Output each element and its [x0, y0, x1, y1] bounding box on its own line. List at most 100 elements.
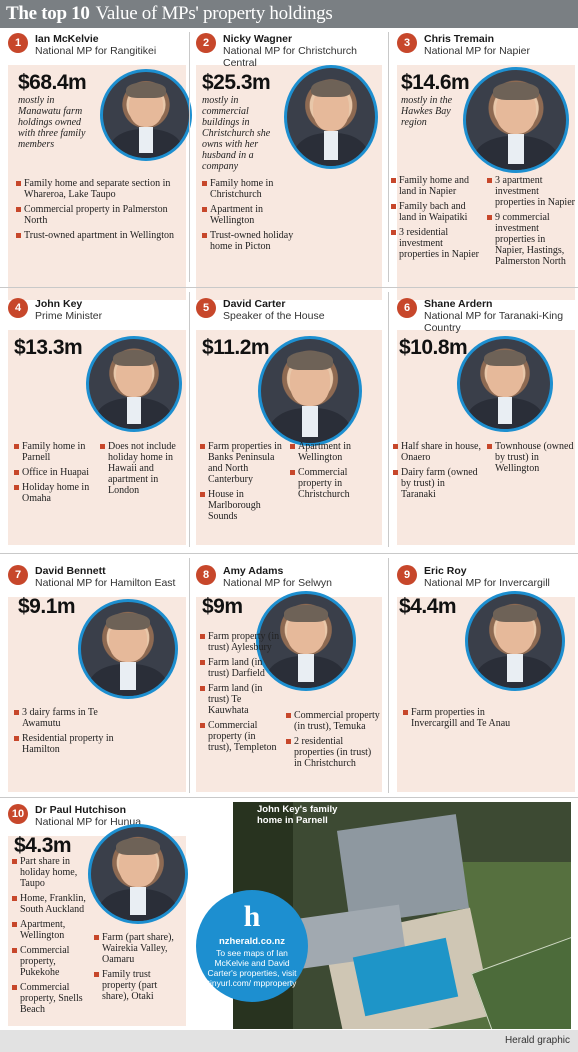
property-item: Family home and separate section in Whar…	[16, 178, 186, 200]
property-item: Farm (part share), Wairekia Valley, Oama…	[94, 932, 186, 965]
mp-role: National MP for Christchurch Central	[223, 45, 358, 69]
property-list: Family home and separate section in Whar…	[16, 178, 186, 245]
property-list: Commercial property (in trust), Temuka 2 …	[286, 710, 381, 773]
card-header: 9 Eric Roy National MP for Invercargill	[397, 565, 572, 589]
holding-value: $9m	[202, 595, 243, 618]
property-item: Residential property in Hamilton	[14, 733, 124, 755]
property-item: Apartment in Wellington	[290, 441, 380, 463]
mp-identity: David Bennett National MP for Hamilton Ea…	[35, 565, 183, 589]
property-list: Farm properties in Invercargill and Te A…	[403, 707, 523, 733]
property-item: Townhouse (owned by trust) in Wellington	[487, 441, 575, 474]
promo-message: To see maps of Ian McKelvie and David Ca…	[207, 948, 297, 988]
holding-value: $68.4m	[18, 71, 87, 94]
nzherald-promo[interactable]: h nzherald.co.nz To see maps of Ian McKe…	[196, 890, 308, 1002]
property-item: Commercial property, Snells Beach	[12, 982, 94, 1015]
property-item: Farm land (in trust) Te Kauwhata	[200, 683, 280, 716]
mp-identity: Chris Tremain National MP for Napier	[424, 33, 572, 57]
property-item: Commercial property (in trust), Temuka	[286, 710, 381, 732]
holding-value: $4.4m	[399, 595, 457, 618]
title-bold: The top 10	[6, 3, 90, 24]
mp-name: Nicky Wagner	[223, 33, 293, 45]
divider	[189, 292, 190, 547]
property-list: Farm (part share), Wairekia Valley, Oama…	[94, 932, 186, 1006]
mp-portrait	[78, 599, 178, 699]
property-item: 2 residential properties (in trust) in C…	[286, 736, 381, 769]
card-header: 1 Ian McKelvie National MP for Rangitikei	[8, 33, 183, 57]
mp-role: Prime Minister	[35, 310, 103, 322]
mp-role: National MP for Hamilton East	[35, 577, 176, 589]
mp-role: National MP for Napier	[424, 45, 531, 57]
mp-name: Dr Paul Hutchison	[35, 804, 127, 816]
property-item: Farm properties in Invercargill and Te A…	[403, 707, 523, 729]
property-item: 3 residential investment properties in N…	[391, 227, 481, 260]
holding-value: $25.3m	[202, 71, 271, 94]
mp-role: Speaker of the House	[223, 310, 325, 322]
mp-name: Shane Ardern	[424, 298, 493, 310]
mp-name: Amy Adams	[223, 565, 284, 577]
title-text: Value of MPs' property holdings	[95, 3, 333, 24]
property-list: Family home and land in Napier Family bac…	[391, 175, 481, 264]
property-item: Commercial property (in trust), Templeto…	[200, 720, 280, 753]
holding-description: mostly in the Hawkes Bay region	[401, 95, 453, 128]
card-header: 4 John Key Prime Minister	[8, 298, 183, 322]
rank-badge: 4	[8, 298, 28, 318]
card-header: 6 Shane Ardern National MP for Taranaki-Ki…	[397, 298, 572, 334]
card-header: 8 Amy Adams National MP for Selwyn	[196, 565, 379, 589]
mp-role: National MP for Selwyn	[223, 577, 332, 589]
property-list: Family home in Parnell Office in Huapai Ho…	[14, 441, 100, 508]
mp-portrait	[86, 336, 182, 432]
divider	[189, 558, 190, 793]
mp-identity: John Key Prime Minister	[35, 298, 183, 322]
mp-identity: Shane Ardern National MP for Taranaki-Kin…	[424, 298, 572, 334]
footer: Herald graphic	[0, 1030, 578, 1052]
holding-description: mostly in commercial buildings in Christ…	[202, 95, 271, 172]
mp-role: National MP for Hunua	[35, 816, 142, 828]
property-item: Dairy farm (owned by trust) in Taranaki	[393, 467, 481, 500]
divider	[0, 553, 578, 554]
mp-role: National MP for Invercargill	[424, 577, 550, 589]
divider	[189, 32, 190, 282]
property-item: Part share in holiday home, Taupo	[12, 856, 94, 889]
rank-badge: 3	[397, 33, 417, 53]
holding-value: $9.1m	[18, 595, 76, 618]
mp-name: Ian McKelvie	[35, 33, 99, 45]
card-header: 5 David Carter Speaker of the House	[196, 298, 379, 322]
property-item: Family trust property (part share), Otak…	[94, 969, 186, 1002]
mp-role: National MP for Taranaki-King Country	[424, 310, 564, 334]
mp-portrait	[284, 65, 378, 169]
property-item: Does not include holiday home in Hawaii …	[100, 441, 184, 496]
property-item: Home, Franklin, South Auckland	[12, 893, 94, 915]
holding-value: $11.2m	[202, 336, 270, 359]
mp-role: National MP for Rangitikei	[35, 45, 157, 57]
property-item: Family bach and land in Waipatiki	[391, 201, 481, 223]
promo-site[interactable]: nzherald.co.nz	[219, 936, 285, 947]
mp-portrait	[256, 591, 356, 691]
rank-badge: 1	[8, 33, 28, 53]
rank-badge: 8	[196, 565, 216, 585]
card-header: 10 Dr Paul Hutchison National MP for Hunua	[8, 804, 183, 828]
property-item: Farm land (in trust) Darfield	[200, 657, 280, 679]
property-list: Does not include holiday home in Hawaii …	[100, 441, 184, 500]
divider	[0, 797, 578, 798]
property-item: Half share in house, Onaero	[393, 441, 481, 463]
mp-portrait	[457, 336, 553, 432]
mp-identity: Ian McKelvie National MP for Rangitikei	[35, 33, 183, 57]
property-list: 3 apartment investment properties in Nap…	[487, 175, 577, 271]
property-item: Commercial property in Christchurch	[290, 467, 380, 500]
holding-value: $13.3m	[14, 336, 83, 359]
mp-name: John Key	[35, 298, 83, 310]
card-header: 7 David Bennett National MP for Hamilton E…	[8, 565, 183, 589]
property-list: Half share in house, Onaero Dairy farm (o…	[393, 441, 481, 504]
title-bar: The top 10 Value of MPs' property holdin…	[0, 0, 578, 28]
house-caption: John Key's family home in Parnell	[257, 804, 338, 826]
divider	[388, 292, 389, 547]
mp-identity: Nicky Wagner National MP for Christchurch…	[223, 33, 379, 69]
property-item: Farm property (in trust) Aylesbury	[200, 631, 280, 653]
divider	[388, 32, 389, 282]
rank-badge: 7	[8, 565, 28, 585]
mp-identity: Eric Roy National MP for Invercargill	[424, 565, 572, 589]
mp-name: Eric Roy	[424, 565, 467, 577]
mp-portrait	[463, 67, 569, 173]
property-item: Commercial property in Palmerston North	[16, 204, 186, 226]
holding-value: $4.3m	[14, 834, 72, 857]
